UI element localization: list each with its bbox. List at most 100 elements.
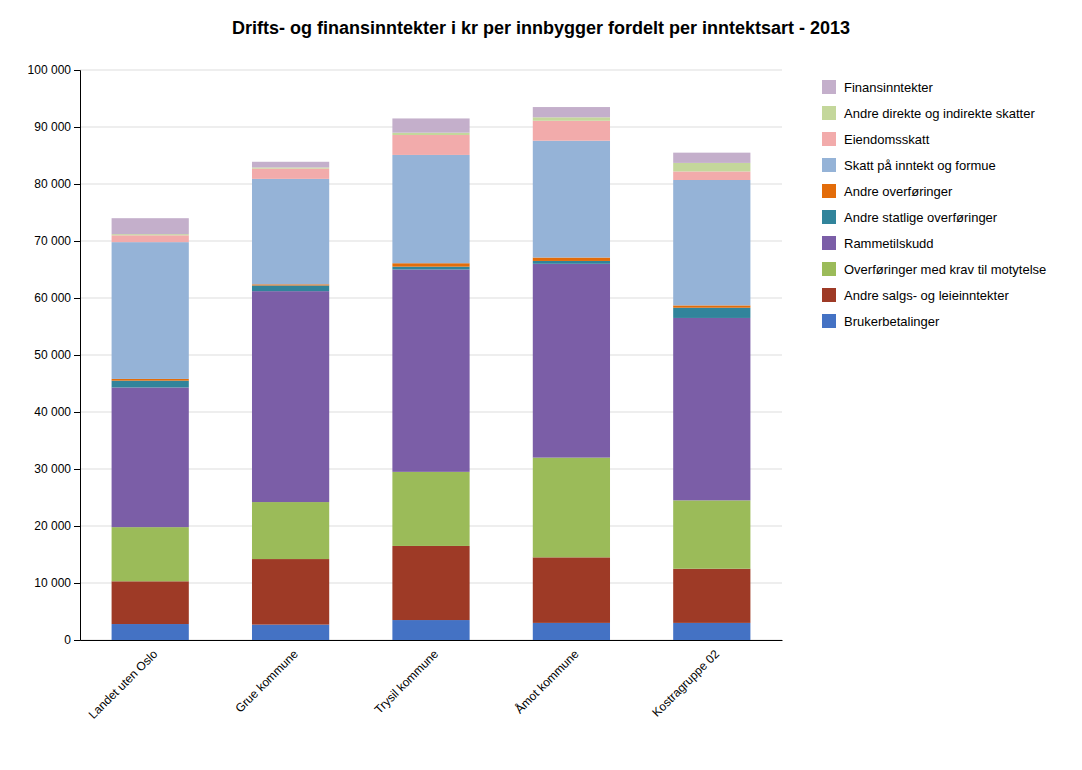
bar	[112, 234, 189, 235]
y-tick-mark	[74, 70, 80, 71]
y-tick-mark	[74, 298, 80, 299]
series	[112, 458, 751, 582]
bar	[252, 169, 329, 179]
y-tick-label: 60 000	[34, 291, 71, 305]
x-tick: Landet uten Oslo	[86, 647, 161, 722]
bar	[392, 620, 469, 640]
legend-label: Brukerbetalinger	[844, 314, 940, 329]
bar	[392, 118, 469, 132]
y-tick: 70 000	[34, 234, 80, 248]
y-tick: 60 000	[34, 291, 80, 305]
legend-swatch	[822, 314, 836, 328]
chart: Drifts- og finansinntekter i kr per innb…	[0, 0, 1082, 770]
legend-swatch	[822, 184, 836, 198]
legend-label: Eiendomsskatt	[844, 132, 930, 147]
y-tick: 80 000	[34, 177, 80, 191]
y-tick: 20 000	[34, 519, 80, 533]
legend-label: Rammetilskudd	[844, 236, 934, 251]
legend-label: Andre salgs- og leieinntekter	[844, 288, 1009, 303]
x-tick: Trysil kommune	[372, 647, 442, 717]
plot: 0 10 000 20 000 30 000 40 000 50 000 60 000 70 …	[28, 63, 783, 721]
bar	[673, 163, 750, 172]
bar	[252, 179, 329, 284]
legend-item: Andre statlige overføringer	[822, 210, 998, 225]
y-tick-label: 10 000	[34, 576, 71, 590]
legend-label: Andre direkte og indirekte skatter	[844, 106, 1035, 121]
y-tick-label: 70 000	[34, 234, 71, 248]
y-tick-label: 40 000	[34, 405, 71, 419]
bar	[392, 263, 469, 266]
series	[112, 546, 751, 625]
y-tick-label: 50 000	[34, 348, 71, 362]
y-tick: 50 000	[34, 348, 80, 362]
x-tick-label: Kostragruppe 02	[649, 647, 722, 720]
bar	[392, 472, 469, 546]
title: Drifts- og finansinntekter i kr per innb…	[232, 18, 850, 38]
grid	[80, 70, 782, 640]
y-tick-label: 30 000	[34, 462, 71, 476]
series	[112, 141, 751, 379]
bar	[533, 261, 610, 264]
bar	[533, 117, 610, 120]
bar	[533, 623, 610, 640]
grid-line	[80, 70, 782, 71]
bar	[533, 141, 610, 258]
y-tick: 100 000	[28, 63, 80, 77]
bar	[673, 153, 750, 163]
legend-swatch	[822, 210, 836, 224]
bar	[112, 218, 189, 234]
y-tick-mark	[74, 412, 80, 413]
x-tick-label: Trysil kommune	[372, 647, 442, 717]
x-tick-label: Landet uten Oslo	[86, 647, 161, 722]
bar	[112, 581, 189, 624]
x-tick: Kostragruppe 02	[649, 647, 722, 720]
legend-item: Finansinntekter	[822, 80, 934, 95]
y-tick-mark	[74, 355, 80, 356]
y-axis-line	[74, 71, 81, 641]
legend-swatch	[822, 132, 836, 146]
y-tick: 0	[64, 633, 80, 647]
bar	[533, 557, 610, 623]
series	[112, 261, 751, 388]
bar	[252, 625, 329, 640]
legend-item: Brukerbetalinger	[822, 314, 940, 329]
legend-swatch	[822, 288, 836, 302]
legend: Finansinntekter Andre direkte og indirekt…	[822, 80, 1046, 329]
bar	[252, 559, 329, 625]
bar	[252, 285, 329, 291]
bar	[252, 291, 329, 502]
y-tick-label: 90 000	[34, 120, 71, 134]
legend-label: Skatt på inntekt og formue	[844, 158, 996, 173]
series	[112, 264, 751, 527]
legend-swatch	[822, 158, 836, 172]
series	[112, 117, 751, 235]
y-tick-mark	[74, 583, 80, 584]
legend-item: Andre overføringer	[822, 184, 953, 199]
y-tick-mark	[74, 241, 80, 242]
bar	[392, 270, 469, 472]
bar	[533, 458, 610, 558]
bar	[392, 267, 469, 270]
y-tick: 30 000	[34, 462, 80, 476]
y-tick: 40 000	[34, 405, 80, 419]
bar	[252, 284, 329, 285]
y-tick-mark	[74, 469, 80, 470]
bar	[673, 180, 750, 305]
y-tick-mark	[74, 184, 80, 185]
series	[112, 620, 751, 640]
y-tick: 10 000	[34, 576, 80, 590]
x-tick: Grue kommune	[232, 647, 301, 716]
bar	[112, 387, 189, 527]
bar	[673, 623, 750, 640]
y-tick-mark	[74, 526, 80, 527]
legend-item: Andre direkte og indirekte skatter	[822, 106, 1035, 121]
bar	[533, 258, 610, 261]
y-tick-label: 100 000	[28, 63, 72, 77]
bar	[252, 502, 329, 559]
x-tick: Åmot kommune	[512, 646, 582, 716]
legend-label: Finansinntekter	[844, 80, 934, 95]
bar	[392, 546, 469, 620]
bar	[112, 381, 189, 388]
legend-item: Eiendomsskatt	[822, 132, 930, 147]
y-tick-label: 0	[64, 633, 71, 647]
